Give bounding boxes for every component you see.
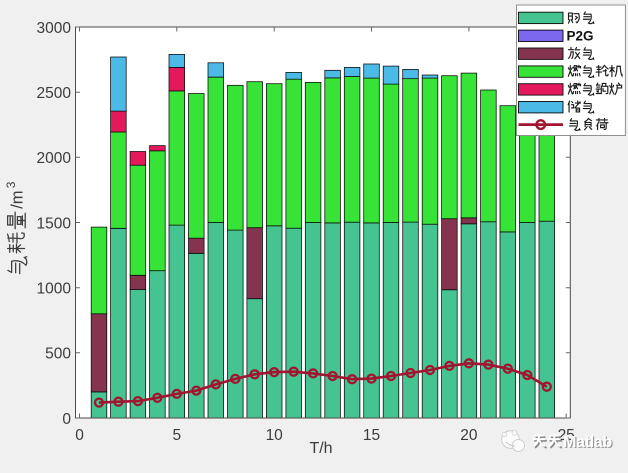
svg-text:15: 15 [363,427,380,444]
svg-text:2500: 2500 [37,85,72,102]
svg-text:P2G: P2G [567,28,594,43]
svg-text:T/h: T/h [309,440,332,457]
svg-text:20: 20 [460,427,478,444]
svg-text:Matlab: Matlab [563,434,612,451]
svg-text:3000: 3000 [37,20,72,37]
svg-text:0: 0 [62,411,71,428]
svg-text:/m: /m [9,190,27,208]
svg-text:0: 0 [75,427,84,444]
svg-text:3: 3 [4,181,18,188]
svg-text:5: 5 [172,427,181,444]
svg-text:2000: 2000 [37,150,72,167]
svg-text:500: 500 [45,346,71,363]
svg-text:1000: 1000 [37,281,72,298]
svg-text:Matlab: Matlab [564,435,613,452]
svg-text:25: 25 [558,427,575,444]
svg-text:10: 10 [266,427,284,444]
svg-text:1500: 1500 [37,215,72,232]
